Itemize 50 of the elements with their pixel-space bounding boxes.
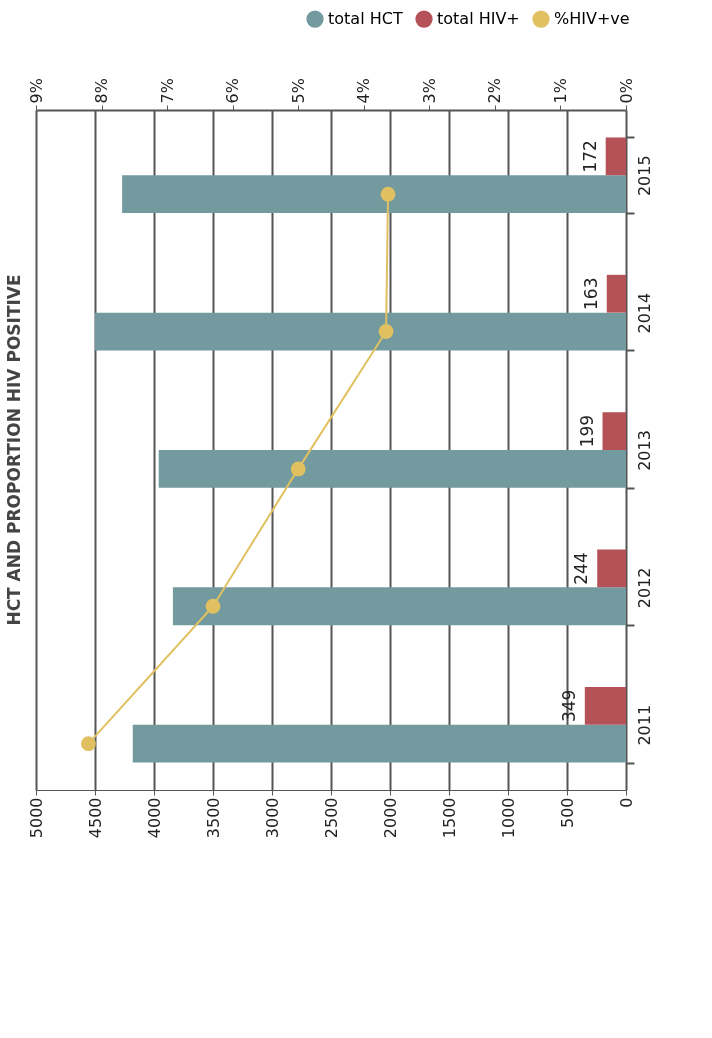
bar [172,587,626,626]
bar [606,274,626,313]
x2-tick-label: 4% [354,78,374,104]
bar [584,686,626,725]
y-tick-label: 2012 [634,567,654,609]
x-tick-label: 3500 [203,797,223,839]
data-label: 163 [580,277,601,310]
legend-label: total HCT [328,9,403,29]
point [290,461,306,477]
x-tick-label: 1500 [439,797,459,839]
bar [597,549,626,588]
bar [605,137,626,176]
text: HCT AND PROPORTION HIV POSITIVE [4,274,24,626]
y-tick-label: 2015 [634,155,654,197]
bar [95,312,626,351]
x2-tick-label: 7% [157,78,177,104]
x-tick-label: 4500 [85,797,105,839]
x2-tick-label: 3% [419,78,439,104]
x2-tick-label: 0% [616,78,636,104]
bar [122,175,626,214]
x-tick-label: 2000 [380,797,400,839]
x-tick-label: 1000 [498,797,518,839]
x2-tick-label: 9% [26,78,46,104]
point [205,598,221,614]
bar [602,412,626,450]
x-tick-label: 3000 [262,797,282,839]
point [378,324,394,339]
x2-tick-label: 1% [550,78,570,104]
point [81,736,96,752]
data-label: 244 [571,552,592,585]
y-tick-label: 2013 [634,430,654,471]
legend-label: %HIV+ve [554,9,630,29]
data-label: 349 [558,689,579,723]
y-tick-label: 2011 [634,704,654,746]
x2-tick-label: 5% [288,78,308,104]
x-tick-label: 0 [616,797,636,808]
x-tick-label: 5000 [26,797,46,839]
x-tick-label: 500 [557,797,577,829]
legend-label: total HIV+ [437,9,520,29]
point [380,186,396,202]
x2-tick-label: 8% [92,78,112,104]
bar [158,450,626,488]
bar [132,724,626,763]
x2-tick-label: 2% [485,78,505,104]
x-tick-label: 4000 [144,797,164,839]
data-label: 172 [579,140,600,173]
data-label: 199 [576,414,597,448]
x2-tick-label: 6% [223,78,243,104]
x-tick-label: 2500 [321,797,341,839]
y-tick-label: 2014 [634,292,654,334]
